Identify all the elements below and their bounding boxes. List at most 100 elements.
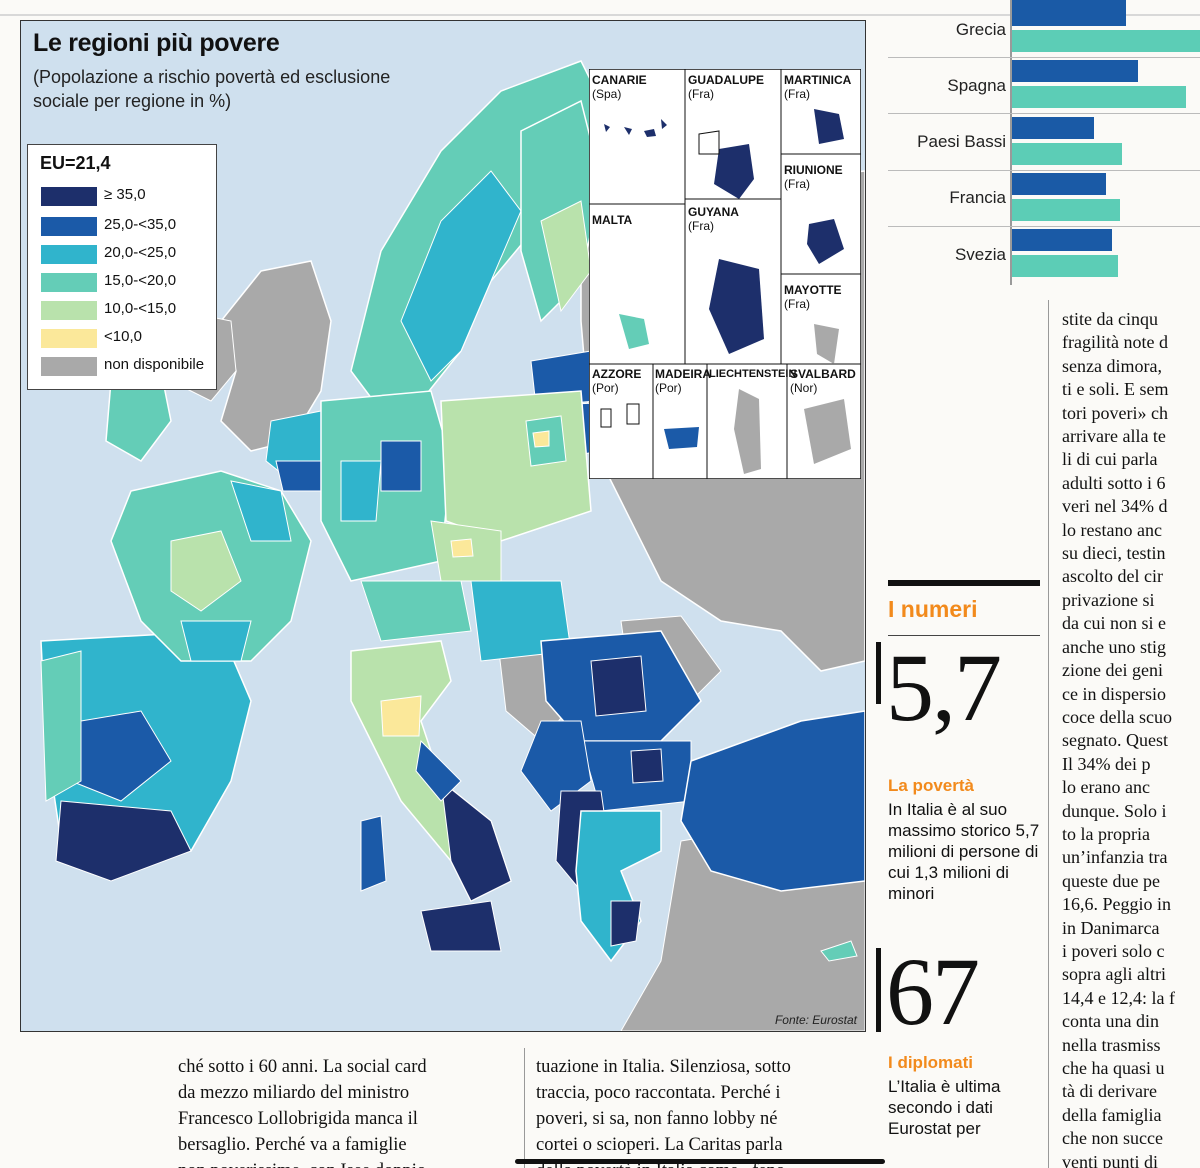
numeri-heading: La povertà — [888, 776, 974, 795]
inset-label-mayotte: MAYOTTE (Fra) — [784, 283, 842, 311]
inset-label-canarie: CANARIE (Spa) — [592, 73, 647, 101]
article-line: che ha quasi u — [1062, 1058, 1165, 1078]
article-line: dunque. Solo i — [1062, 800, 1167, 821]
article-line: lo restano anc — [1062, 519, 1162, 540]
numeri-title: I numeri — [888, 596, 978, 622]
article-line: privazione si — [1062, 589, 1155, 610]
bar-svezia-light — [1012, 255, 1118, 277]
bar-separator — [888, 226, 1200, 227]
legend-swatch — [40, 300, 98, 321]
legend-swatch — [40, 186, 98, 207]
bar-label-svezia: Svezia — [954, 245, 1006, 264]
article-line: conta una din — [1062, 1011, 1159, 1032]
bar-label-spagna: Spagna — [947, 76, 1006, 95]
inset-label-madeira: MADEIRA (Por) — [655, 367, 711, 395]
article-line: 14,4 e 12,4: la f — [1062, 987, 1175, 1008]
bar-separator — [888, 57, 1200, 58]
legend-swatch — [40, 216, 98, 237]
article-line: su dieci, testin — [1062, 543, 1166, 564]
article-line: da cui non si e — [1062, 613, 1166, 634]
article-line: ti e soli. E sem — [1062, 379, 1169, 400]
article-line: to la propria — [1062, 823, 1150, 844]
inset-label-guadalupe: GUADALUPE (Fra) — [688, 73, 765, 101]
bar-francia-dark — [1012, 173, 1106, 195]
bar-paesi-bassi-light — [1012, 143, 1122, 165]
article-line: ce in dispersio — [1062, 683, 1166, 704]
article-line: lo erano anc — [1062, 777, 1150, 798]
bar-chart-axis — [1010, 0, 1012, 285]
article-column-right: stite da cinqu fragilità note d senza dimo… — [1062, 308, 1200, 1168]
article-line: in Danimarca — [1062, 917, 1160, 938]
bar-separator — [888, 170, 1200, 171]
article-line: tà di derivare — [1062, 1081, 1157, 1102]
article-line: ascolto del cir — [1062, 566, 1163, 587]
article-line: i poveri solo c — [1062, 940, 1165, 961]
article-line: queste due pe — [1062, 870, 1160, 891]
legend-label: ≥ 35,0 — [104, 186, 146, 203]
article-line: li di cui parla — [1062, 449, 1158, 470]
numeri-top-rule — [888, 580, 1040, 586]
article-column-bottom-left: ché sotto i 60 anni. La social card da me… — [178, 1057, 427, 1168]
article-line: anche uno stig — [1062, 636, 1166, 657]
article-line: coce della scuo — [1062, 706, 1172, 727]
article-line: nella trasmiss — [1062, 1034, 1161, 1055]
article-line: stite da cinqu — [1062, 309, 1158, 329]
column-rule — [1048, 300, 1049, 1168]
article-line: tori poveri» ch — [1062, 402, 1168, 423]
map-legend: EU=21,4 ≥ 35,0 25,0-<35,0 20,0-<25,0 15,… — [27, 144, 217, 390]
article-line: fragilità note d — [1062, 332, 1168, 353]
legend-label: 15,0-<20,0 — [104, 272, 177, 289]
legend-swatch — [40, 244, 98, 265]
inset-grid — [589, 69, 861, 479]
inset-label-martinica: MARTINICA (Fra) — [784, 73, 852, 101]
article-column-bottom-middle: tuazione in Italia. Silenziosa, sotto tra… — [536, 1057, 791, 1168]
article-line: che non succe — [1062, 1128, 1163, 1149]
article-line: della famiglia — [1062, 1104, 1162, 1125]
bar-spagna-light — [1012, 86, 1186, 108]
numeri-vertical-rule — [876, 948, 881, 1032]
horizontal-scrollbar[interactable] — [515, 1159, 885, 1164]
big-number: 67 — [886, 938, 980, 1045]
column-rule — [524, 1048, 525, 1168]
article-line: un’infanzia tra — [1062, 847, 1168, 868]
bar-grecia-dark — [1012, 0, 1126, 26]
legend-title: EU=21,4 — [40, 153, 111, 173]
bar-label-francia: Francia — [949, 188, 1006, 207]
bar-separator — [888, 113, 1200, 114]
legend-swatch — [40, 272, 98, 293]
legend-label: 25,0-<35,0 — [104, 216, 177, 233]
legend-label: <10,0 — [104, 328, 142, 345]
map-subtitle: (Popolazione a rischio povertà ed esclus… — [33, 67, 391, 111]
numeri-body: L’Italia è ultima secondo i dati Eurosta… — [888, 1077, 1001, 1138]
inset-label-liechtenstein: LIECHTENSTEIN — [709, 368, 797, 380]
legend-swatch — [40, 356, 98, 377]
article-line: senza dimora, — [1062, 355, 1162, 376]
article-line: segnato. Quest — [1062, 730, 1168, 751]
bar-paesi-bassi-dark — [1012, 117, 1094, 139]
inset-label-guyana: GUYANA (Fra) — [688, 205, 739, 233]
legend-label: 20,0-<25,0 — [104, 244, 177, 261]
legend-label: non disponibile — [104, 356, 205, 373]
inset-label-malta: MALTA — [592, 213, 633, 227]
poverty-map-panel: CANARIE (Spa) GUADALUPE (Fra) MARTINICA (Fr… — [20, 20, 866, 1032]
top-divider — [0, 14, 1200, 16]
inset-label-riunione: RIUNIONE (Fra) — [784, 163, 843, 191]
article-line: 16,6. Peggio in — [1062, 894, 1172, 915]
numeri-heading: I diplomati — [888, 1053, 973, 1072]
big-number: 5,7 — [886, 634, 1002, 741]
bar-francia-light — [1012, 199, 1120, 221]
bar-label-paesi-bassi: Paesi Bassi — [917, 132, 1006, 151]
article-line: venti punti di — [1062, 1151, 1158, 1168]
article-line: veri nel 34% d — [1062, 496, 1168, 517]
inset-label-svalbard: SVALBARD (Nor) — [790, 367, 856, 395]
article-line: adulti sotto i 6 — [1062, 472, 1166, 493]
legend-label: 10,0-<15,0 — [104, 300, 177, 317]
bar-spagna-dark — [1012, 60, 1138, 82]
inset-label-azzore: AZZORE (Por) — [592, 367, 642, 395]
article-line: sopra agli altri — [1062, 964, 1166, 985]
article-line: arrivare alla te — [1062, 426, 1166, 447]
map-source: Fonte: Eurostat — [774, 1013, 857, 1027]
bar-svezia-dark — [1012, 229, 1112, 251]
article-line: zione dei geni — [1062, 660, 1163, 681]
numeri-divider — [888, 635, 1040, 636]
